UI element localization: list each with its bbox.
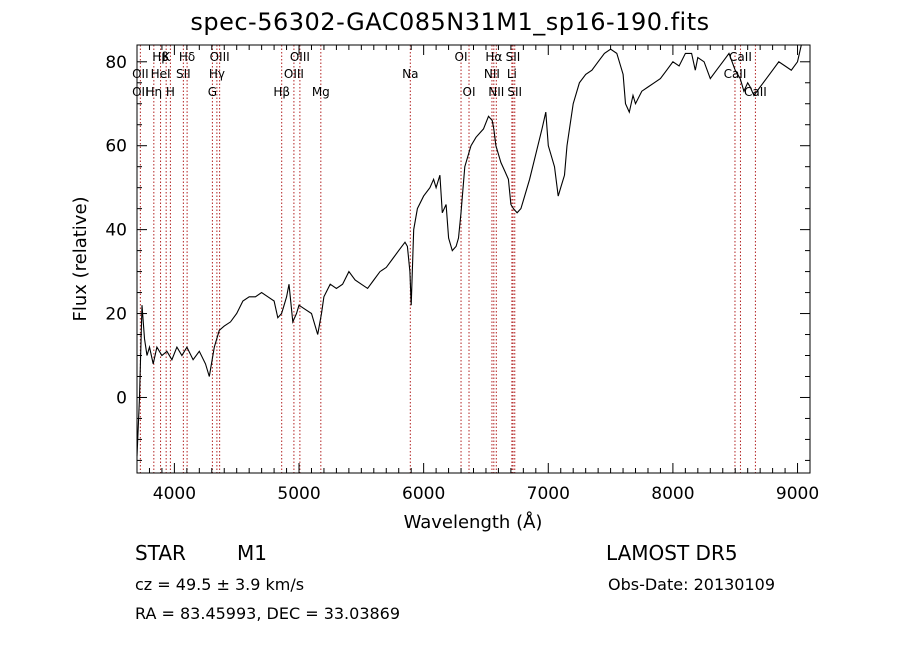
- spectral-line-label: CaII: [729, 50, 752, 64]
- spectral-line-label: Hβ: [273, 85, 290, 99]
- y-axis-label: Flux (relative): [70, 196, 91, 321]
- spectral-line-label: OI: [463, 85, 476, 99]
- spectral-line-label: HeI: [151, 67, 171, 81]
- spectral-line-label: OI: [455, 50, 468, 64]
- coordinates-text: RA = 83.45993, DEC = 33.03869: [135, 604, 401, 623]
- spectral-line-label: G: [208, 85, 217, 99]
- x-tick-label: 6000: [402, 484, 445, 504]
- y-tick-label: 40: [105, 221, 127, 241]
- obs-date-text: Obs-Date: 20130109: [608, 575, 776, 594]
- spectral-line-label: OII: [132, 67, 149, 81]
- survey-name: LAMOST DR5: [606, 541, 738, 565]
- x-tick-label: 9000: [776, 484, 819, 504]
- spectral-line-label: Li: [507, 67, 517, 81]
- spectral-line-label: Hγ: [209, 67, 225, 81]
- spectral-line-label: K: [162, 50, 171, 64]
- y-tick-label: 0: [116, 388, 127, 408]
- x-tick-label: 4000: [153, 484, 196, 504]
- spectral-line-label: SII: [507, 85, 522, 99]
- x-axis-label: Wavelength (Å): [404, 511, 543, 533]
- object-class: STAR: [135, 541, 186, 565]
- plot-frame: [136, 44, 811, 474]
- spectral-line-label: Hβ: [152, 50, 169, 64]
- spectral-line-label: OIII: [210, 50, 230, 64]
- spectral-line-label: NII: [488, 85, 504, 99]
- object-subclass: M1: [237, 541, 267, 565]
- redshift-text: cz = 49.5 ± 3.9 km/s: [135, 575, 305, 594]
- spectral-line-label: Na: [402, 67, 418, 81]
- spectral-line-label: OII: [132, 85, 149, 99]
- chart-title: spec-56302-GAC085N31M1_sp16-190.fits: [190, 8, 710, 36]
- spectral-line-label: Hη: [146, 85, 163, 99]
- spectral-line-label: OIII: [290, 50, 310, 64]
- y-tick-label: 20: [105, 305, 127, 325]
- spectral-line-label: SII: [506, 50, 521, 64]
- spectrum-line: [136, 44, 805, 457]
- x-tick-label: 7000: [527, 484, 570, 504]
- spectral-line-label: OIII: [284, 67, 304, 81]
- spectral-line-label: CaII: [724, 67, 747, 81]
- y-tick-label: 60: [105, 137, 127, 157]
- spectral-line-label: SII: [176, 67, 191, 81]
- x-tick-label: 8000: [651, 484, 694, 504]
- spectral-line-label: Hα: [485, 50, 502, 64]
- x-tick-label: 5000: [277, 484, 320, 504]
- y-tick-label: 80: [105, 53, 127, 73]
- spectral-line-label: NII: [484, 67, 500, 81]
- spectral-line-label: Hδ: [179, 50, 195, 64]
- spectral-line-label: Mg: [312, 85, 330, 99]
- spectral-line-label: CaII: [744, 85, 767, 99]
- spectral-line-label: H: [166, 85, 175, 99]
